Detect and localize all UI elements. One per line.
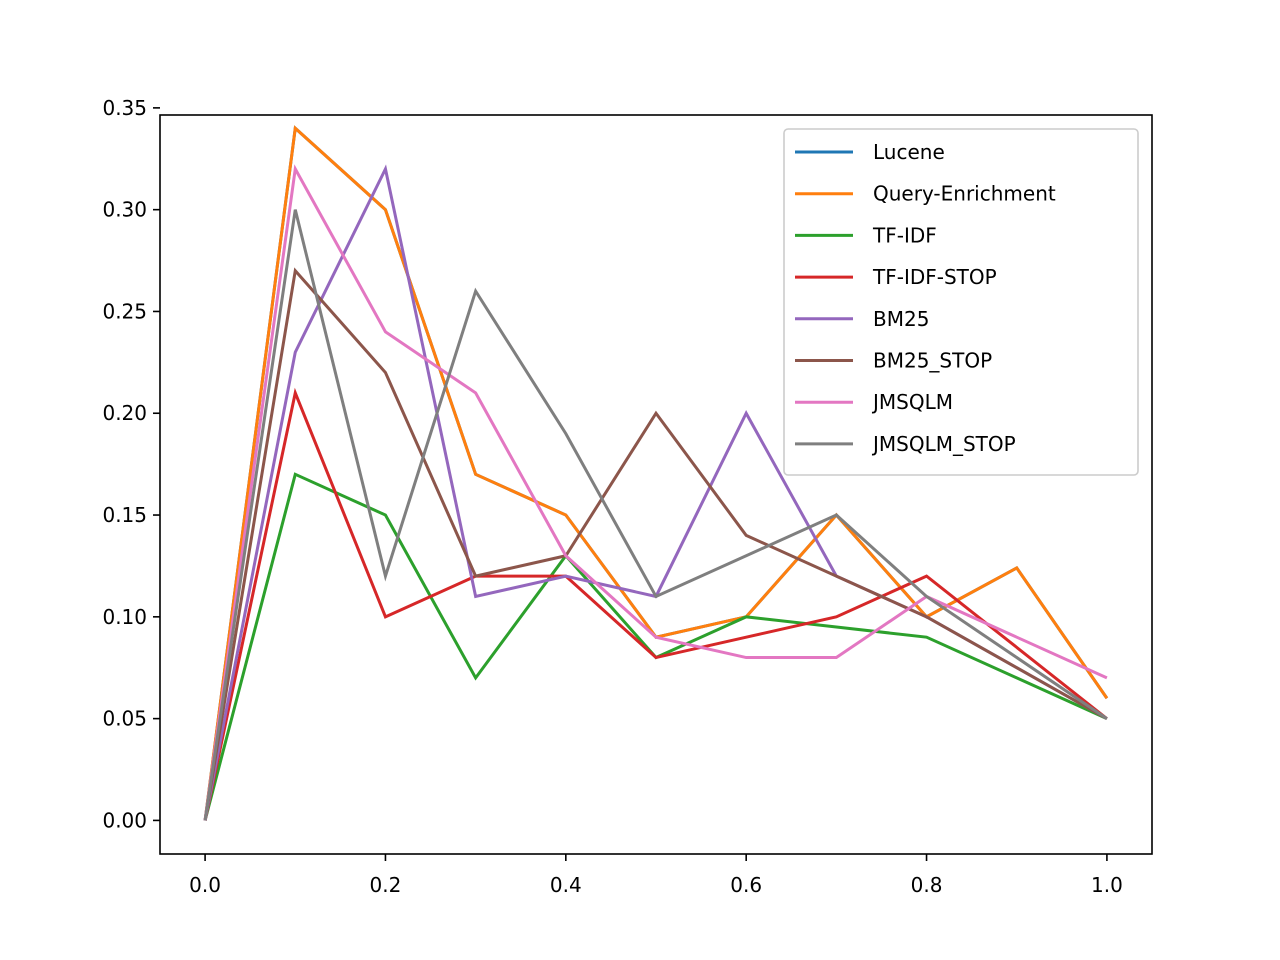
x-tick-label: 1.0 <box>1091 873 1123 897</box>
legend-label-lucene: Lucene <box>873 140 945 164</box>
x-axis: 0.0 0.2 0.4 0.6 0.8 1.0 <box>189 854 1123 897</box>
series-line-jmsqlm-stop <box>203 209 1108 821</box>
x-tick-label: 0.4 <box>550 873 582 897</box>
y-tick-label: 0.10 <box>102 605 147 629</box>
series-layer <box>203 125 1109 821</box>
plot-frame <box>159 114 1153 855</box>
legend-box <box>783 128 1139 476</box>
legend-label-query-enrichment: Query-Enrichment <box>873 182 1056 206</box>
x-tick-label: 0.0 <box>189 873 221 897</box>
x-tick-label: 0.6 <box>730 873 762 897</box>
legend-label-bm25-stop: BM25_STOP <box>873 349 992 373</box>
legend-label-jmsqlm: JMSQLM <box>871 390 953 414</box>
legend-label-tf-idf: TF-IDF <box>872 223 937 247</box>
y-tick-label: 0.25 <box>102 299 147 323</box>
legend-label-tf-idf-stop: TF-IDF-STOP <box>872 265 997 289</box>
legend: Lucene Query-Enrichment TF-IDF TF-IDF-STOP B… <box>783 128 1139 476</box>
x-tick-label: 0.2 <box>370 873 402 897</box>
series-line-tf-idf-stop <box>203 387 1108 821</box>
y-tick-label: 0.00 <box>102 808 147 832</box>
y-tick-label: 0.20 <box>102 401 147 425</box>
series-line-bm25-stop <box>203 267 1108 821</box>
y-tick-label: 0.15 <box>102 503 147 527</box>
y-axis: 0.00 0.05 0.10 0.15 0.20 0.25 0.30 0.35 <box>102 96 160 832</box>
series-line-jmsqlm <box>203 164 1108 821</box>
legend-label-bm25: BM25 <box>873 307 929 331</box>
y-tick-label: 0.35 <box>102 96 147 120</box>
legend-label-jmsqlm-stop: JMSQLM_STOP <box>871 432 1016 456</box>
x-tick-label: 0.8 <box>911 873 943 897</box>
y-tick-label: 0.30 <box>102 198 147 222</box>
y-tick-label: 0.05 <box>102 707 147 731</box>
